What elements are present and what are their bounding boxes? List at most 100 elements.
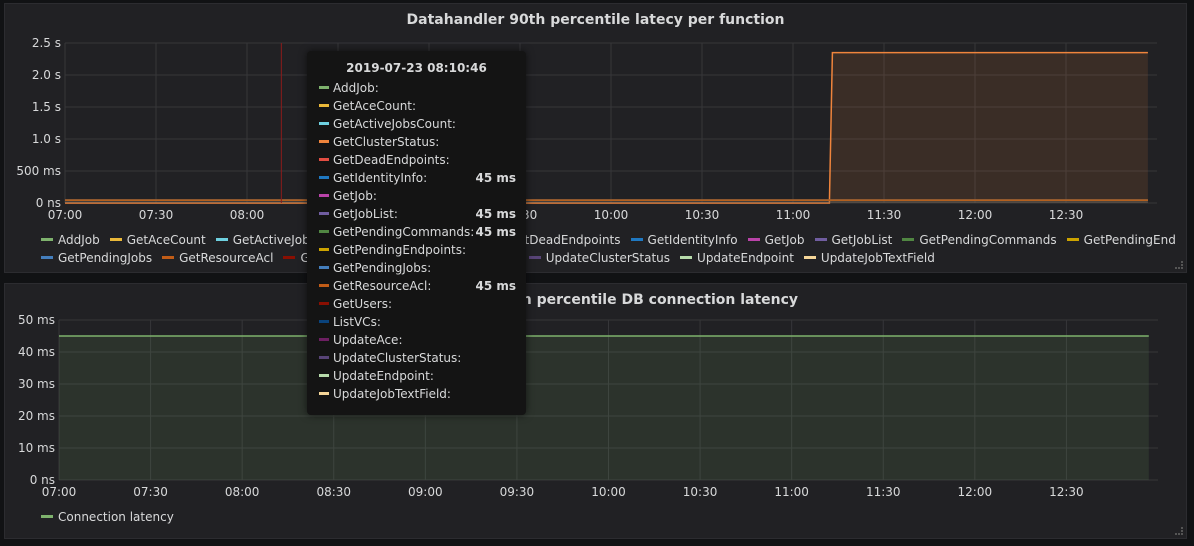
x-tick-label: 09:00 <box>408 485 443 499</box>
tooltip-series-label: GetPendingEndpoints: <box>333 243 467 257</box>
legend-item[interactable]: GetIdentityInfo <box>630 231 738 249</box>
y-tick-label: 30 ms <box>18 377 55 391</box>
legend-label: UpdateClusterStatus <box>545 251 671 265</box>
legend-item[interactable]: GetResourceAcl <box>162 249 273 267</box>
panel-resize-handle[interactable] <box>1175 261 1183 269</box>
tooltip-swatch <box>319 392 329 395</box>
x-tick-label: 11:30 <box>866 485 901 499</box>
y-tick-label: 0 ns <box>30 473 55 487</box>
x-tick-label: 08:00 <box>225 485 260 499</box>
legend-item[interactable]: GetPendingJobs <box>41 249 152 267</box>
legend-item[interactable]: GetJob <box>747 231 805 249</box>
tooltip-swatch <box>319 338 329 341</box>
tooltip-series-label: UpdateEndpoint: <box>333 369 434 383</box>
legend-swatch <box>814 238 827 241</box>
tooltip-row: GetPendingCommands: 45 ms <box>307 223 526 241</box>
tooltip-row: AddJob: <box>307 79 526 97</box>
tooltip-row: UpdateClusterStatus: <box>307 349 526 367</box>
legend-label: GetResourceAcl <box>179 251 274 265</box>
tooltip-row: GetPendingEndpoints: <box>307 241 526 259</box>
x-tick-label: 11:00 <box>774 485 809 499</box>
y-tick-label: 1.5 s <box>32 100 61 114</box>
tooltip-row: GetActiveJobsCount: <box>307 115 526 133</box>
y-tick-label: 50 ms <box>18 313 55 327</box>
panel-resize-handle[interactable] <box>1175 527 1183 535</box>
legend-label: GetPendingEndpoints <box>1083 233 1176 247</box>
tooltip-series-label: GetPendingJobs: <box>333 261 432 275</box>
legend-item[interactable]: GetPendingEndpoints <box>1066 231 1176 249</box>
legend-swatch <box>528 256 541 259</box>
legend-swatch <box>630 238 643 241</box>
x-tick-label: 12:30 <box>1049 208 1084 222</box>
chart-legend: Connection latency <box>41 508 1176 526</box>
tooltip-series-label: GetIdentityInfo: <box>333 171 428 185</box>
legend-item[interactable]: GetAceCount <box>109 231 206 249</box>
legend-row: Connection latency <box>41 508 1176 526</box>
tooltip-swatch <box>319 86 329 89</box>
tooltip-swatch <box>319 356 329 359</box>
x-tick-label: 09:30 <box>500 485 535 499</box>
tooltip-row: GetUsers: <box>307 295 526 313</box>
x-tick-label: 12:00 <box>958 208 993 222</box>
x-tick-label: 07:30 <box>133 485 168 499</box>
legend-item[interactable]: GetJobList <box>814 231 892 249</box>
db-connection-latency-chart[interactable]: 0 ns 10 ms 20 ms 30 ms 40 ms 50 ms 07:00 07:30 0… <box>5 284 1188 509</box>
tooltip-row: GetAceCount: <box>307 97 526 115</box>
tooltip-row: UpdateAce: <box>307 331 526 349</box>
x-tick-label: 10:00 <box>591 485 626 499</box>
legend-swatch <box>41 256 53 259</box>
y-tick-label: 1.0 s <box>32 132 61 146</box>
legend-swatch <box>215 238 228 241</box>
legend-label: GetDeadEndpoints <box>507 233 621 247</box>
tooltip-row: GetClusterStatus: <box>307 133 526 151</box>
tooltip-row: UpdateEndpoint: <box>307 367 526 385</box>
legend-swatch <box>1066 238 1079 241</box>
tooltip-series-label: GetResourceAcl: <box>333 279 432 293</box>
hover-tooltip: 2019-07-23 08:10:46 AddJob: GetAceCount: G… <box>307 51 526 415</box>
legend-item[interactable]: AddJob <box>41 231 100 249</box>
tooltip-series-label: GetPendingCommands: <box>333 225 475 239</box>
tooltip-row: GetJobList: 45 ms <box>307 205 526 223</box>
legend-swatch <box>680 256 693 259</box>
legend-label: Connection latency <box>58 510 174 524</box>
tooltip-swatch <box>319 104 329 107</box>
tooltip-series-value: 45 ms <box>475 225 516 239</box>
x-tick-label: 11:30 <box>867 208 902 222</box>
legend-label: GetIdentityInfo <box>647 233 738 247</box>
tooltip-series-label: GetClusterStatus: <box>333 135 440 149</box>
tooltip-swatch <box>319 212 329 215</box>
tooltip-row: GetJob: <box>307 187 526 205</box>
legend-swatch <box>41 238 53 241</box>
legend-item[interactable]: UpdateJobTextField <box>803 249 935 267</box>
tooltip-swatch <box>319 374 329 377</box>
legend-row: AddJobGetAceCountGetActiveJobsCountGetCl… <box>41 231 1176 249</box>
legend-item[interactable]: GetPendingCommands <box>902 231 1057 249</box>
y-tick-label: 10 ms <box>18 441 55 455</box>
tooltip-series-label: GetDeadEndpoints: <box>333 153 450 167</box>
tooltip-series-label: GetActiveJobsCount: <box>333 117 456 131</box>
tooltip-row: GetPendingJobs: <box>307 259 526 277</box>
tooltip-swatch <box>319 320 329 323</box>
x-tick-label: 12:30 <box>1049 485 1084 499</box>
legend-swatch <box>283 256 296 259</box>
legend-label: GetPendingCommands <box>919 233 1057 247</box>
tooltip-series-label: GetAceCount: <box>333 99 417 113</box>
tooltip-series-label: GetJobList: <box>333 207 398 221</box>
x-tick-label: 08:30 <box>316 485 351 499</box>
legend-item[interactable]: Connection latency <box>41 508 174 526</box>
tooltip-series-label: ListVCs: <box>333 315 381 329</box>
tooltip-timestamp: 2019-07-23 08:10:46 <box>346 61 487 75</box>
legend-item[interactable]: UpdateClusterStatus <box>528 249 671 267</box>
chart-legend: AddJobGetAceCountGetActiveJobsCountGetCl… <box>41 231 1176 267</box>
legend-item[interactable]: UpdateEndpoint <box>680 249 794 267</box>
tooltip-series-value: 45 ms <box>475 171 516 185</box>
latency-per-function-panel: Datahandler 90th percentile latecy per f… <box>4 3 1187 273</box>
tooltip-row: GetResourceAcl: 45 ms <box>307 277 526 295</box>
legend-label: GetAceCount <box>126 233 206 247</box>
latency-per-function-chart[interactable]: 0 ns 500 ms 1.0 s 1.5 s 2.0 s 2.5 s 07:00 07:30… <box>5 4 1188 229</box>
tooltip-swatch <box>319 176 329 179</box>
x-tick-label: 11:00 <box>776 208 811 222</box>
tooltip-rows: AddJob: GetAceCount: GetActiveJobsCount: Ge… <box>307 79 526 403</box>
tooltip-swatch <box>319 284 329 287</box>
tooltip-series-label: GetJob: <box>333 189 377 203</box>
